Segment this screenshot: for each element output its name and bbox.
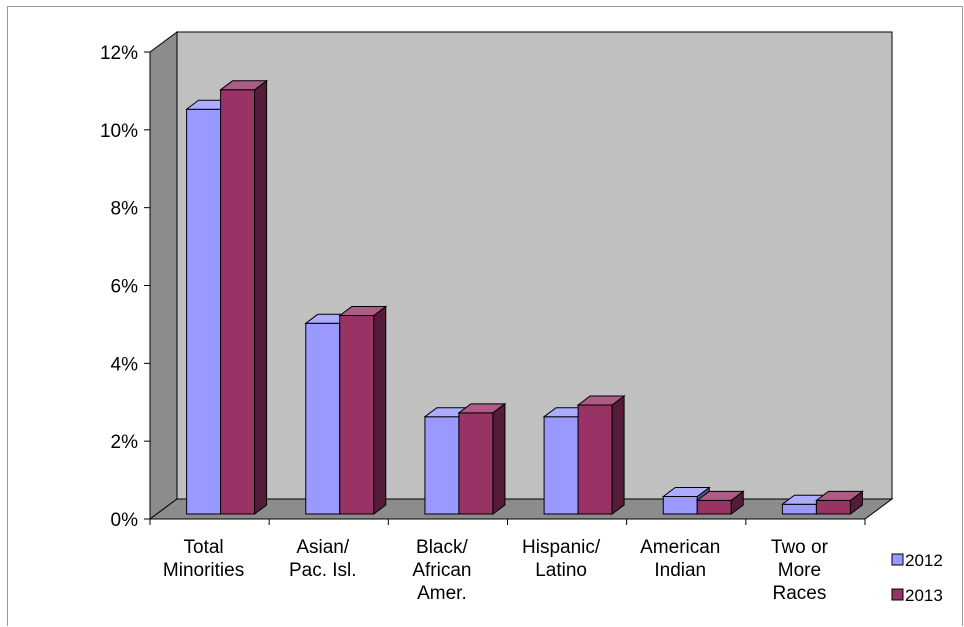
y-tick-label: 12%	[100, 43, 138, 64]
x-category-label: American Indian	[640, 537, 720, 581]
legend-swatch	[891, 588, 904, 601]
side-wall	[149, 31, 178, 520]
x-category-label: Two or More Races	[771, 537, 829, 604]
bar-front	[543, 416, 579, 515]
legend-label: 2012	[905, 551, 943, 570]
bar-2013-4	[695, 490, 745, 515]
bar-top	[338, 306, 388, 317]
bar-front	[458, 412, 494, 515]
bar-side	[254, 79, 268, 515]
y-tick-label: 4%	[111, 354, 139, 375]
y-tick-label: 10%	[100, 121, 138, 142]
bar-side	[373, 305, 387, 515]
back-wall	[176, 31, 893, 500]
bar-side	[492, 402, 506, 515]
bar-2013-3	[576, 395, 626, 515]
x-category-label: Asian/Pac. Isl.	[289, 537, 357, 581]
legend-label: 2013	[905, 586, 943, 605]
bar-top	[695, 490, 745, 501]
bar-top	[219, 80, 269, 91]
bar-top	[814, 490, 864, 501]
bar-front	[696, 499, 732, 515]
bar-front	[186, 108, 222, 515]
bar-2013-0	[219, 79, 269, 515]
bar-front	[424, 416, 460, 515]
bar-front	[577, 404, 613, 515]
x-category-label: Total Minorities	[163, 537, 244, 581]
bar-top	[576, 395, 626, 406]
y-tick-label: 0%	[111, 510, 139, 531]
bar-top	[457, 403, 507, 414]
y-tick-label: 2%	[111, 432, 139, 453]
bar-2013-5	[814, 490, 864, 515]
legend-swatch	[891, 553, 904, 566]
y-tick-label: 6%	[111, 277, 139, 298]
bar-2013-1	[338, 305, 388, 515]
bar-front	[815, 499, 851, 515]
bar-front	[662, 495, 698, 515]
x-category-label: Hispanic/Latino	[522, 537, 601, 581]
bar-side	[611, 395, 625, 515]
bar-front	[781, 503, 817, 515]
bar-2013-2	[457, 402, 507, 515]
bar-front	[305, 322, 341, 515]
bar-front	[220, 89, 256, 515]
y-tick-label: 8%	[111, 199, 139, 220]
x-category-label: Black/African Amer.	[412, 537, 471, 604]
bar-top	[661, 486, 711, 497]
chart-frame	[7, 6, 963, 626]
bar-front	[339, 315, 375, 515]
